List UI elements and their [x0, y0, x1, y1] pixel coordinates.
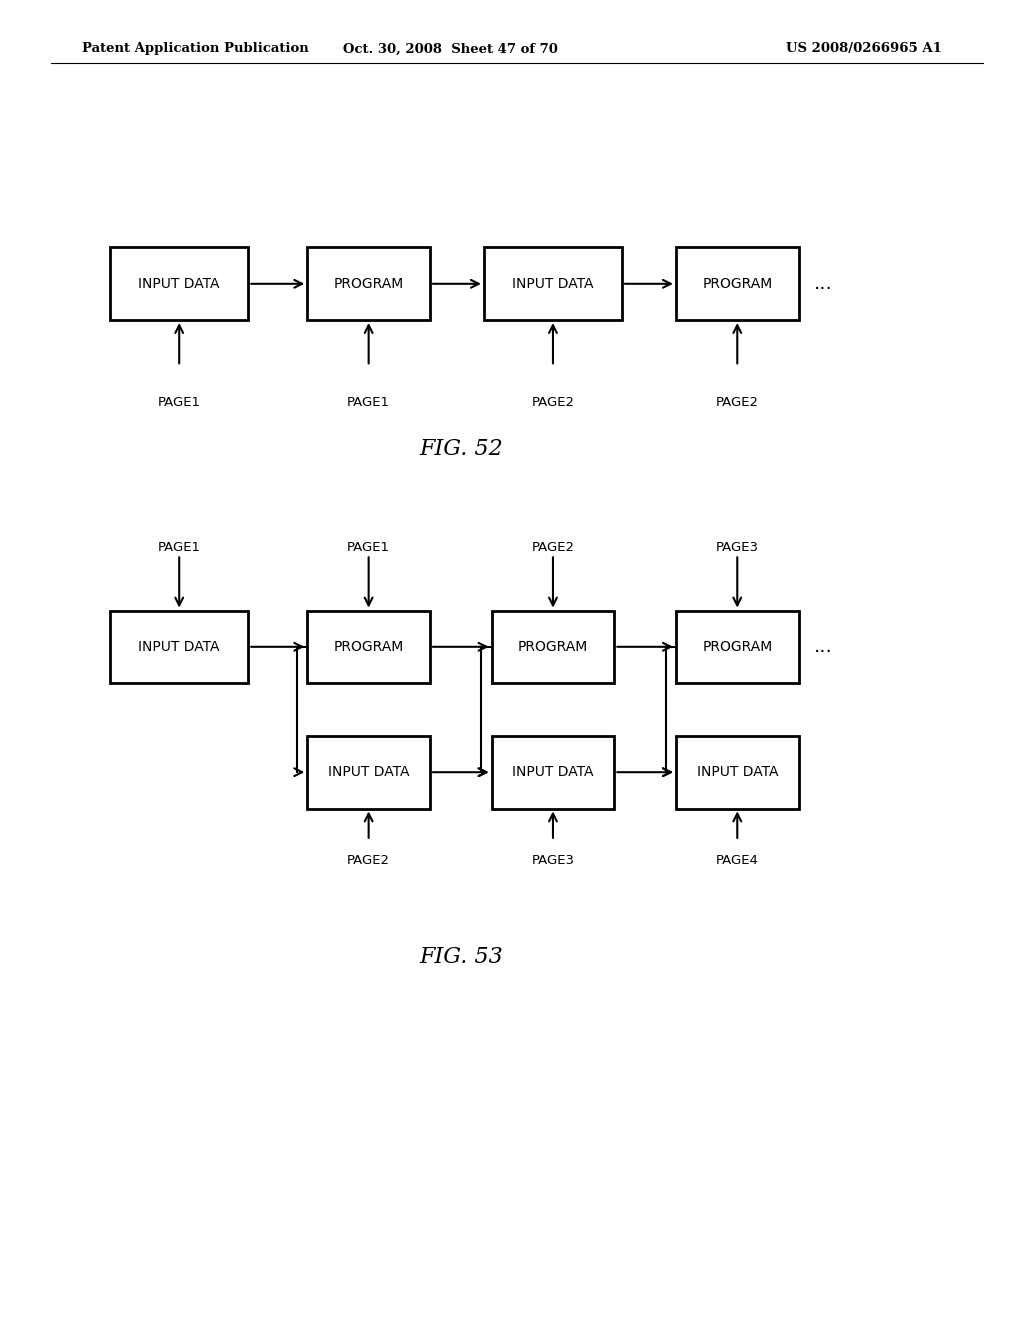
Text: PAGE2: PAGE2	[716, 396, 759, 409]
Text: PAGE1: PAGE1	[347, 541, 390, 554]
Text: PAGE4: PAGE4	[716, 854, 759, 867]
Bar	[676, 247, 799, 319]
Bar	[492, 737, 614, 808]
Text: INPUT DATA: INPUT DATA	[138, 277, 220, 290]
Text: Patent Application Publication: Patent Application Publication	[82, 42, 308, 55]
Text: PAGE3: PAGE3	[716, 541, 759, 554]
Text: PAGE1: PAGE1	[158, 541, 201, 554]
Bar	[484, 247, 623, 319]
Text: PROGRAM: PROGRAM	[334, 277, 403, 290]
Text: PROGRAM: PROGRAM	[334, 640, 403, 653]
Text: PAGE1: PAGE1	[158, 396, 201, 409]
Text: PAGE1: PAGE1	[347, 396, 390, 409]
Text: PROGRAM: PROGRAM	[518, 640, 588, 653]
Text: ...: ...	[814, 638, 833, 656]
Text: INPUT DATA: INPUT DATA	[696, 766, 778, 779]
Text: PROGRAM: PROGRAM	[702, 277, 772, 290]
Text: US 2008/0266965 A1: US 2008/0266965 A1	[786, 42, 942, 55]
Text: PAGE2: PAGE2	[531, 396, 574, 409]
Text: PROGRAM: PROGRAM	[702, 640, 772, 653]
Text: INPUT DATA: INPUT DATA	[512, 277, 594, 290]
Bar	[307, 610, 430, 684]
Text: Oct. 30, 2008  Sheet 47 of 70: Oct. 30, 2008 Sheet 47 of 70	[343, 42, 558, 55]
Bar	[492, 610, 614, 684]
Bar	[307, 247, 430, 319]
Text: ...: ...	[814, 275, 833, 293]
Bar	[110, 610, 248, 684]
Text: PAGE2: PAGE2	[347, 854, 390, 867]
Bar	[110, 247, 248, 319]
Text: INPUT DATA: INPUT DATA	[512, 766, 594, 779]
Text: FIG. 53: FIG. 53	[419, 946, 503, 968]
Bar	[676, 737, 799, 808]
Text: FIG. 52: FIG. 52	[419, 438, 503, 459]
Bar	[676, 610, 799, 684]
Text: PAGE3: PAGE3	[531, 854, 574, 867]
Text: INPUT DATA: INPUT DATA	[328, 766, 410, 779]
Text: INPUT DATA: INPUT DATA	[138, 640, 220, 653]
Bar	[307, 737, 430, 808]
Text: PAGE2: PAGE2	[531, 541, 574, 554]
